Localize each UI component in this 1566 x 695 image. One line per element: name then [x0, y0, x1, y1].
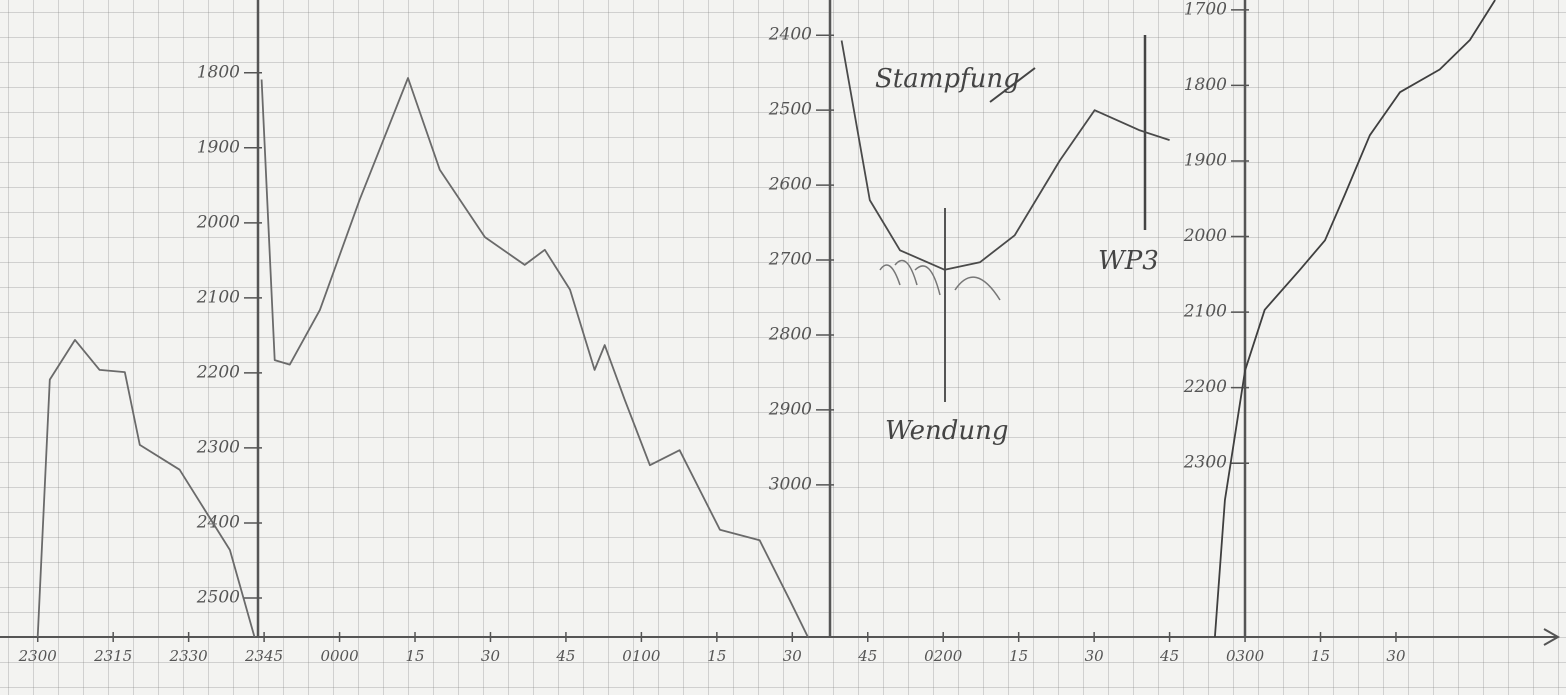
y-tick-label: 2600	[768, 175, 812, 195]
y-tick-label: 2900	[768, 399, 812, 419]
x-tick-label: 0000	[320, 647, 359, 665]
x-axis-arrow	[1543, 628, 1561, 646]
x-tick-label: 15	[405, 647, 424, 665]
y-tick-label: 1800	[197, 62, 240, 82]
x-tick-label: 2330	[169, 647, 209, 665]
x-tick-label: 2300	[18, 647, 58, 665]
y-tick-label: 2400	[196, 512, 240, 532]
data-line	[1214, 0, 1496, 638]
y-tick-label: 2200	[196, 362, 240, 382]
annotation: WP3	[1098, 246, 1159, 276]
y-tick-label: 2100	[1183, 302, 1227, 322]
y-tick-label: 1800	[1184, 75, 1227, 95]
annotation: Wendung	[885, 416, 1009, 446]
x-tick-label: 0100	[622, 647, 661, 665]
y-tick-label: 3000	[769, 474, 812, 494]
stampfung-slash	[989, 67, 1036, 103]
y-tick-label: 2800	[768, 324, 812, 344]
x-tick-label: 15	[707, 647, 726, 665]
y-tick-label: 2100	[196, 287, 240, 307]
y-tick-label: 2300	[196, 437, 240, 457]
y-tick-label: 2300	[1183, 453, 1227, 473]
y-tick-label: 2000	[1183, 226, 1227, 246]
x-tick-label: 45	[555, 647, 575, 665]
x-tick-label: 15	[1009, 647, 1028, 665]
x-tick-label: 30	[481, 647, 501, 665]
x-tick-label: 30	[783, 647, 803, 665]
x-tick-label: 30	[1085, 647, 1105, 665]
y-tick-label: 2000	[196, 212, 240, 232]
x-tick-label: 15	[1311, 647, 1330, 665]
y-tick-label: 1900	[197, 137, 240, 157]
sketch-hatching	[879, 259, 1001, 301]
x-tick-label: 0300	[1226, 647, 1265, 665]
y-tick-label: 2200	[1183, 377, 1227, 397]
x-tick-label: 0200	[924, 647, 963, 665]
y-tick-label: 1900	[1184, 150, 1227, 170]
data-line	[36, 77, 809, 638]
x-tick-label: 45	[1159, 647, 1179, 665]
y-tick-label: 2400	[768, 25, 812, 45]
y-tick-label: 2700	[768, 250, 812, 270]
y-tick-label: 2500	[196, 587, 240, 607]
x-tick-label: 2345	[244, 647, 283, 665]
x-tick-label: 30	[1386, 647, 1406, 665]
data-line	[840, 40, 1170, 271]
annotation: Stampfung	[875, 64, 1020, 94]
y-tick-label: 2500	[768, 100, 812, 120]
x-tick-label: 2315	[93, 647, 132, 665]
x-tick-label: 45	[857, 647, 877, 665]
y-tick-label: 1700	[1184, 0, 1227, 19]
